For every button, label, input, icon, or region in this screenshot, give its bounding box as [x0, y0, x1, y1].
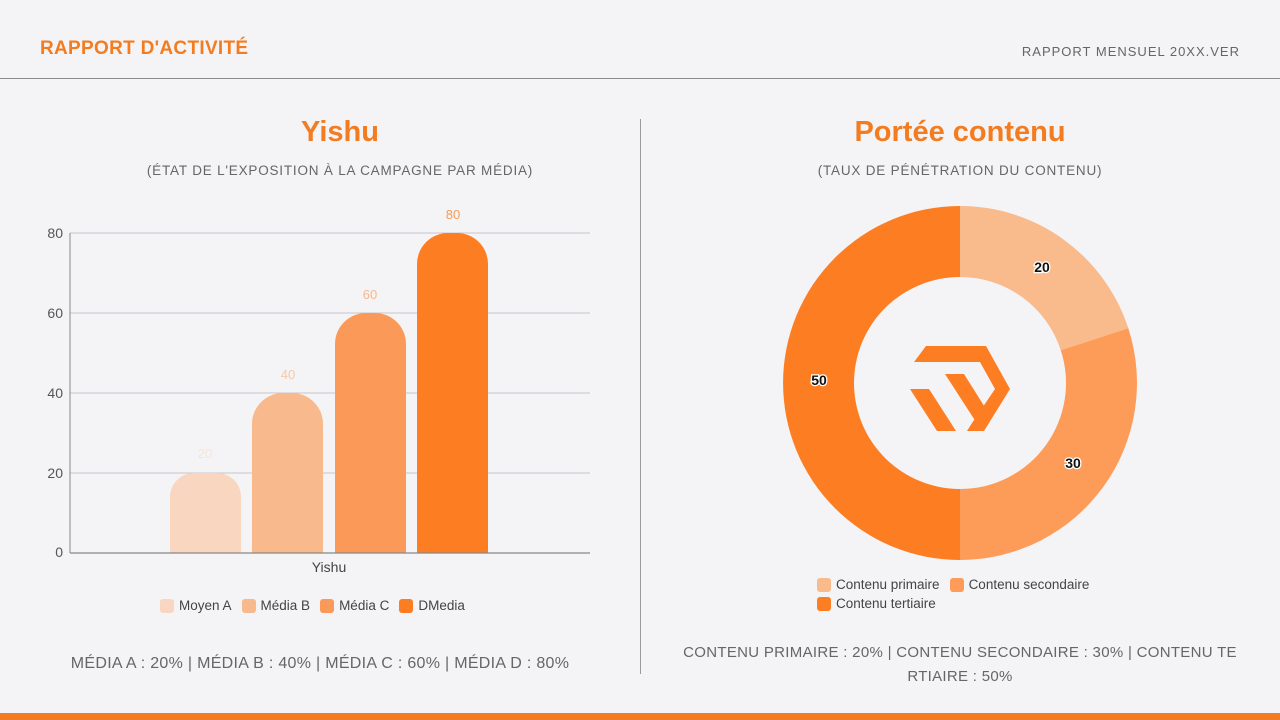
legend-swatch	[241, 598, 256, 613]
header-divider	[0, 78, 1280, 79]
y-tick-0: 0	[55, 544, 63, 560]
bar-chart: 80 60 40 20 0 20 40 60 80 Yishu	[47, 207, 590, 575]
legend-label: Média C	[339, 598, 390, 613]
hexagon-logo-icon	[910, 346, 1010, 431]
donut-chart-legend: Contenu primaire Contenu secondaire Cont…	[817, 577, 1137, 611]
report-title: RAPPORT D'ACTIVITÉ	[40, 38, 249, 59]
legend-swatch	[399, 598, 414, 613]
legend-label: Moyen A	[179, 598, 232, 613]
panel-divider	[640, 119, 641, 674]
slice-contenu-primaire[interactable]	[960, 206, 1129, 351]
legend-label: DMedia	[418, 598, 465, 613]
footer-accent-bar	[0, 713, 1280, 720]
donut-chart: 20 30 50	[783, 206, 1137, 560]
bar-media-c[interactable]	[335, 313, 406, 553]
y-axis-ticks: 80 60 40 20 0	[47, 225, 63, 560]
y-tick-80: 80	[47, 225, 63, 241]
legend-label: Média B	[260, 598, 311, 613]
legend-label: Contenu secondaire	[968, 577, 1090, 592]
donut-chart-subtitle: (TAUX DE PÉNÉTRATION DU CONTENU)	[817, 163, 1103, 178]
x-category-label: Yishu	[312, 559, 347, 575]
legend-label: Contenu tertiaire	[836, 596, 936, 611]
y-tick-40: 40	[47, 385, 63, 401]
legend-item-contenu-secondaire[interactable]: Contenu secondaire	[949, 577, 1090, 592]
y-gridlines	[70, 232, 590, 474]
legend-item-contenu-tertiaire[interactable]: Contenu tertiaire	[817, 596, 936, 611]
slice-contenu-tertiaire[interactable]	[783, 206, 960, 560]
bar-chart-legend: Moyen A Média B Média C DMedia	[160, 598, 465, 613]
bar-chart-subtitle: (ÉTAT DE L'EXPOSITION À LA CAMPAGNE PAR …	[146, 163, 534, 178]
label-tertiaire: 50	[811, 372, 827, 388]
bar-media-b[interactable]	[252, 393, 323, 553]
legend-swatch	[160, 598, 174, 613]
donut-chart-summary: CONTENU PRIMAIRE : 20% | CONTENU SECONDA…	[670, 641, 1250, 689]
bar-dmedia[interactable]	[417, 233, 488, 553]
y-tick-60: 60	[47, 305, 63, 321]
legend-swatch	[817, 577, 831, 592]
summary-line-2: RTIAIRE : 50%	[907, 668, 1013, 685]
legend-item-moyen-a[interactable]: Moyen A	[160, 598, 232, 613]
label-media-c: 60	[363, 287, 377, 302]
legend-item-dmedia[interactable]: DMedia	[399, 598, 465, 613]
label-moyen-a: 20	[198, 446, 212, 461]
bar-moyen-a[interactable]	[170, 473, 241, 553]
legend-label: Contenu primaire	[836, 577, 940, 592]
legend-swatch	[949, 577, 964, 592]
label-primaire: 20	[1034, 259, 1050, 275]
slice-contenu-secondaire[interactable]	[960, 328, 1137, 560]
legend-swatch	[320, 598, 335, 613]
legend-item-contenu-primaire[interactable]: Contenu primaire	[817, 577, 940, 592]
donut-data-labels: 20 30 50	[810, 258, 1082, 473]
bar-data-labels: 20 40 60 80	[198, 207, 460, 461]
donut-chart-title: Portée contenu	[854, 116, 1066, 148]
y-tick-20: 20	[47, 465, 63, 481]
report-subtitle: RAPPORT MENSUEL 20XX.VER	[1021, 44, 1240, 59]
legend-item-media-c[interactable]: Média C	[320, 598, 389, 613]
legend-swatch	[817, 596, 831, 611]
bars	[170, 233, 488, 553]
bar-chart-title: Yishu	[301, 116, 379, 148]
label-dmedia: 80	[446, 207, 460, 222]
legend-item-media-b[interactable]: Média B	[241, 598, 311, 613]
label-media-b: 40	[281, 367, 295, 382]
summary-line-1: CONTENU PRIMAIRE : 20% | CONTENU SECONDA…	[683, 644, 1237, 661]
label-secondaire: 30	[1065, 455, 1081, 471]
bar-chart-summary: MÉDIA A : 20% | MÉDIA B : 40% | MÉDIA C …	[70, 655, 570, 672]
